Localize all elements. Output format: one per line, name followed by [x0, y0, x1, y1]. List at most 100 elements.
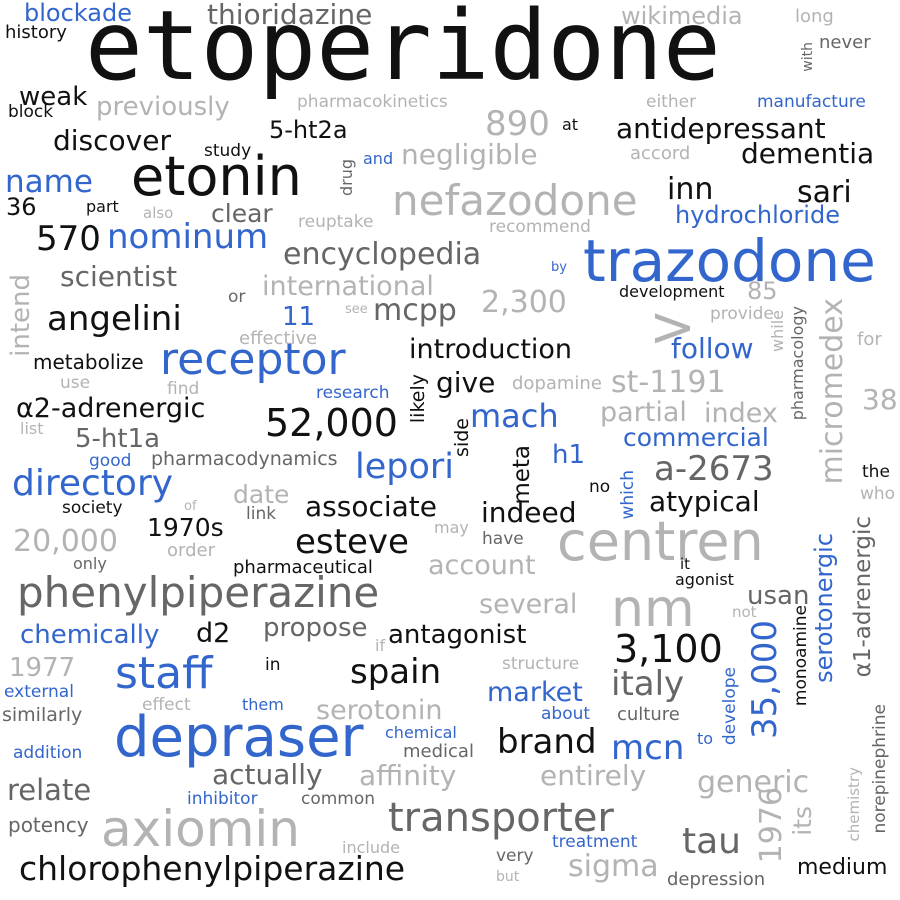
- word-lepori: lepori: [355, 447, 455, 487]
- word-encyclopedia: encyclopedia: [283, 237, 482, 272]
- word-long: long: [795, 6, 834, 27]
- word-38: 38: [862, 383, 898, 416]
- word-norepinephrine: norepinephrine: [870, 704, 890, 834]
- word-entirely: entirely: [540, 759, 647, 792]
- word-pharmacokinetics: pharmacokinetics: [297, 92, 448, 112]
- word-while: while: [768, 310, 787, 352]
- word-serotonergic: serotonergic: [810, 533, 838, 683]
- word-antagonist: antagonist: [388, 620, 527, 650]
- word-who: who: [860, 484, 896, 504]
- word-but: but: [496, 869, 520, 885]
- word-brand: brand: [497, 722, 597, 762]
- word-block: block: [8, 102, 54, 122]
- word-intend: intend: [6, 274, 36, 357]
- word-introduction: introduction: [409, 334, 573, 365]
- word-the: the: [862, 462, 890, 482]
- word-society: society: [62, 498, 123, 518]
- word-discover: discover: [53, 124, 171, 157]
- word-serotonin: serotonin: [316, 695, 443, 726]
- word-recommend: recommend: [489, 217, 591, 237]
- word-chemistry: chemistry: [845, 767, 863, 842]
- word-depression: depression: [667, 869, 766, 890]
- word-2-300: 2,300: [481, 285, 567, 320]
- word-agonist: agonist: [675, 570, 734, 589]
- word-which: which: [618, 470, 638, 520]
- word-previously: previously: [96, 92, 230, 122]
- word-structure: structure: [502, 654, 580, 674]
- word-side: side: [451, 418, 473, 457]
- word-similarly: similarly: [2, 704, 83, 726]
- word-italy: italy: [611, 664, 685, 704]
- word-micromedex: micromedex: [815, 298, 850, 485]
- word-addition: addition: [13, 743, 83, 763]
- word-date: date: [233, 480, 290, 509]
- word-provide: provide: [710, 304, 774, 324]
- word-if: if: [375, 636, 386, 655]
- word-chemical: chemical: [385, 723, 457, 742]
- word-for: for: [857, 329, 882, 350]
- word-indeed: indeed: [481, 496, 577, 529]
- word-develope: develope: [720, 667, 740, 746]
- word-usan: usan: [747, 581, 810, 611]
- word-hydrochloride: hydrochloride: [675, 201, 840, 229]
- word-research: research: [316, 383, 390, 403]
- word-medical: medical: [403, 741, 474, 762]
- word-sigma: sigma: [568, 849, 659, 884]
- word-not: not: [732, 603, 757, 621]
- word-chlorophenylpiperazine: chlorophenylpiperazine: [19, 849, 406, 888]
- word-them: them: [242, 695, 284, 714]
- word-very: very: [496, 846, 534, 866]
- word-sari: sari: [797, 175, 852, 210]
- word-inhibitor: inhibitor: [187, 789, 258, 809]
- word-36: 36: [6, 193, 37, 221]
- word-clear: clear: [211, 199, 273, 228]
- word-manufacture: manufacture: [757, 92, 866, 112]
- word-name: name: [5, 164, 93, 200]
- word-either: either: [646, 92, 697, 112]
- word-likely: likely: [407, 374, 429, 424]
- word-1977: 1977: [9, 653, 76, 683]
- word-20-000: 20,000: [13, 524, 118, 559]
- word-tau: tau: [682, 821, 741, 862]
- word-several: several: [479, 589, 578, 620]
- word-transporter: transporter: [388, 795, 614, 841]
- word-chemically: chemically: [20, 620, 160, 650]
- word-esteve: esteve: [295, 522, 409, 562]
- word-index: index: [704, 398, 778, 429]
- word-find: find: [167, 379, 200, 399]
- word-and: and: [363, 149, 394, 168]
- word-treatment: treatment: [552, 832, 638, 852]
- word-staff: staff: [115, 648, 213, 699]
- word-meta: meta: [509, 445, 535, 505]
- word-international: international: [262, 271, 434, 302]
- word-it: it: [680, 555, 691, 573]
- word-nefazodone: nefazodone: [392, 176, 638, 225]
- word-account: account: [428, 550, 536, 581]
- word-accord: accord: [630, 143, 691, 164]
- word-drug: drug: [337, 159, 356, 197]
- word-link: link: [246, 504, 277, 524]
- word-actually: actually: [212, 758, 323, 791]
- word-etonin: etonin: [131, 145, 302, 208]
- word-in: in: [265, 655, 281, 675]
- word-depraser: depraser: [114, 705, 364, 770]
- word-by: by: [551, 260, 567, 275]
- word-nominum: nominum: [107, 217, 269, 257]
- word-no: no: [589, 477, 611, 497]
- word-see: see: [345, 302, 368, 317]
- word-weak: weak: [19, 82, 88, 112]
- word-negligible: negligible: [401, 138, 538, 171]
- word-development: development: [619, 282, 725, 301]
- word-metabolize: metabolize: [33, 350, 144, 374]
- word-nm: nm: [611, 579, 695, 639]
- word-st-1191: st-1191: [611, 365, 726, 400]
- word-antidepressant: antidepressant: [616, 112, 826, 145]
- word-mcpp: mcpp: [373, 293, 457, 328]
- word-follow: follow: [671, 332, 754, 365]
- word-associate: associate: [305, 490, 438, 523]
- word-propose: propose: [263, 613, 368, 643]
- word-monoamine: monoamine: [791, 605, 811, 707]
- word-generic: generic: [697, 765, 810, 800]
- word-never: never: [819, 32, 871, 53]
